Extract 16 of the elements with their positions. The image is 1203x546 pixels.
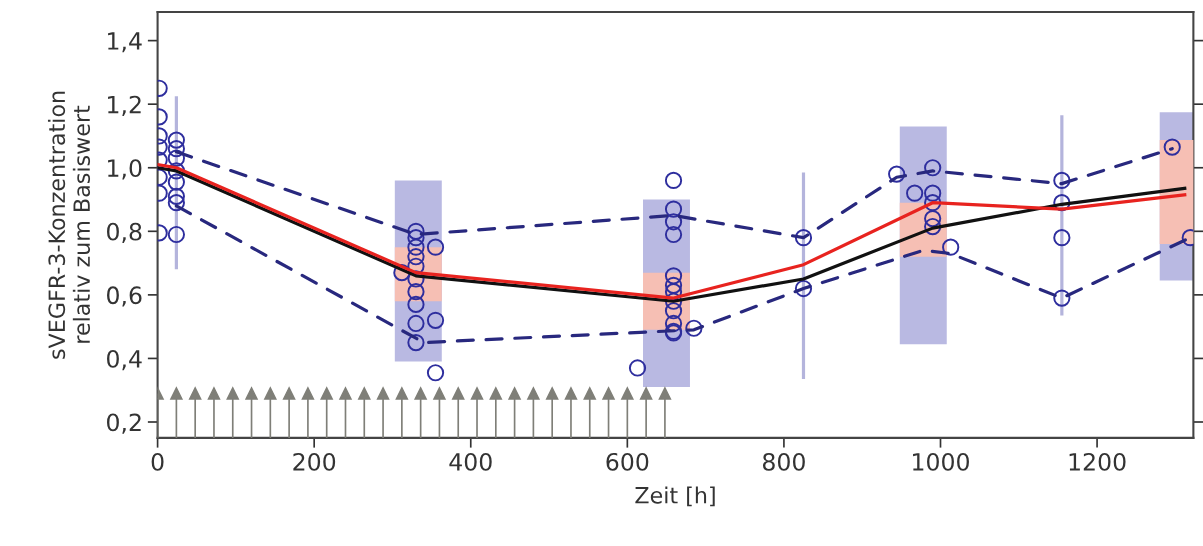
y-tick-label: 0,4 bbox=[107, 349, 142, 371]
y-tick-label: 0,8 bbox=[107, 222, 142, 244]
y-tick-label: 0,6 bbox=[107, 286, 142, 307]
y-tick-label: 1,4 bbox=[108, 32, 142, 53]
y-tick-label: 1,2 bbox=[108, 95, 141, 116]
x-tick-label: 400 bbox=[449, 452, 492, 471]
x-tick-label: 600 bbox=[606, 452, 649, 471]
x-axis-title: Zeit [h] bbox=[635, 486, 715, 507]
x-tick-label: 800 bbox=[762, 452, 805, 471]
y-tick-label: 0,2 bbox=[107, 413, 141, 434]
y-axis-title: sVEGFR-3-Konzentration relativ zum Basiswert bbox=[47, 91, 91, 359]
x-tick-label: 200 bbox=[293, 452, 336, 471]
x-tick-label: 1200 bbox=[1069, 452, 1126, 471]
x-tick-label: 1000 bbox=[913, 452, 969, 471]
x-tick-label: 0 bbox=[151, 452, 164, 471]
y-tick-label: 1,0 bbox=[108, 159, 142, 180]
